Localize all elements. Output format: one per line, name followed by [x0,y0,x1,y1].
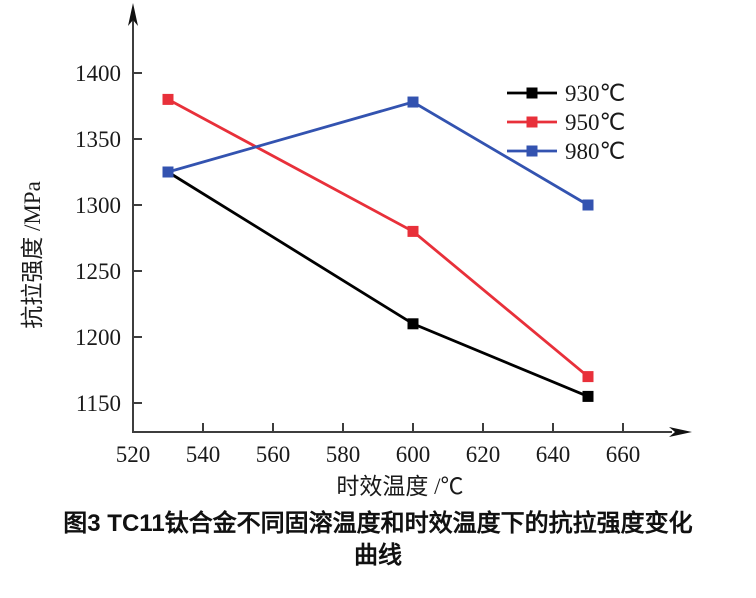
y-tick-label: 1400 [75,61,121,86]
x-axis-arrow-icon [669,427,692,437]
data-point-930℃ [582,390,594,402]
data-point-980℃ [162,166,174,178]
y-axis-arrow-icon [128,3,138,26]
x-tick-label: 540 [186,442,221,467]
chart-svg: 1150 1200 1250 1300 1350 1400 520 540 560 580 600 6… [20,3,692,499]
y-tick-label: 1350 [75,127,121,152]
y-tick-label: 1150 [76,391,121,416]
data-point-980℃ [582,199,594,211]
y-tick-label: 1300 [75,193,121,218]
series-line-930℃ [167,170,589,398]
x-tick-label: 560 [256,442,291,467]
series-line-980℃ [167,100,589,207]
legend: 930℃ 950℃ 980℃ [507,81,625,164]
legend-label: 950℃ [565,110,625,135]
x-tick-label: 520 [116,442,151,467]
data-point-930℃ [407,318,419,330]
y-tick-label: 1250 [75,259,121,284]
figure-caption: 图3 TC11钛合金不同固溶温度和时效温度下的抗拉强度变化 曲线 [0,508,756,572]
caption-line-1: 图3 TC11钛合金不同固溶温度和时效温度下的抗拉强度变化 [63,510,693,537]
data-point-950℃ [582,371,594,383]
y-tick-label: 1200 [75,325,121,350]
legend-label: 980℃ [565,139,625,164]
legend-marker [526,87,538,99]
caption-line-2: 曲线 [354,542,402,569]
data-point-950℃ [407,225,419,237]
x-tick-label: 660 [606,442,641,467]
y-axis-title: 抗拉强度 /MPa [20,181,45,329]
x-tick-label: 600 [396,442,431,467]
legend-label: 930℃ [565,81,625,106]
data-point-980℃ [407,96,419,108]
x-tick-label: 620 [466,442,501,467]
x-tick-label: 640 [536,442,571,467]
x-tick-label: 580 [326,442,361,467]
x-axis-title: 时效温度 /℃ [336,474,463,499]
legend-marker [526,116,538,128]
legend-marker [526,145,538,157]
data-point-950℃ [162,93,174,105]
series-line-950℃ [167,98,589,378]
